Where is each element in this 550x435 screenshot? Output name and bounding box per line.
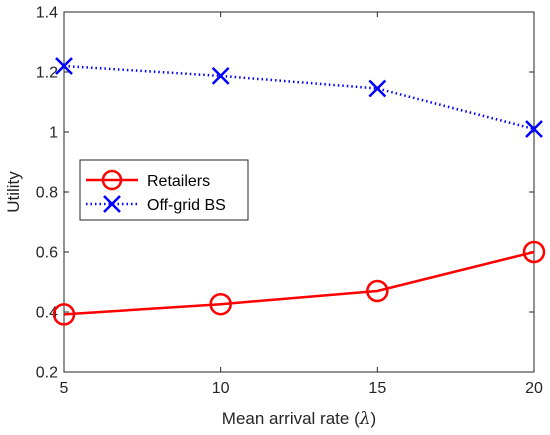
y-tick-label: 0.6 [36,245,58,262]
legend-marker-retailers [101,169,123,191]
data-point-retailers [522,240,546,264]
legend-box [79,159,249,221]
legend-marker-off-grid-bs [103,195,121,213]
x-axis-title-close: ) [371,409,377,428]
y-axis: 0.2 0.4 0.6 0.8 1 1.2 1.4 [36,5,534,382]
data-point-retailers [52,303,76,326]
y-tick-label: 0.8 [36,185,58,202]
data-point-retailers [209,292,232,316]
x-tick-label: 5 [60,380,69,397]
lambda-symbol: λ [359,409,371,429]
y-tick-label: 0.2 [36,365,58,382]
series-layer [52,57,546,326]
legend-label-off-grid-bs: Off-grid BS [147,197,226,214]
legend-label-retailers: Retailers [147,173,210,190]
y-axis-title: Utility [4,171,23,213]
x-tick-label: 20 [525,380,543,397]
data-point-off-grid-bs [55,57,73,75]
x-axis-title: Mean arrival rate (λ) [222,409,376,429]
data-point-off-grid-bs [368,79,387,98]
y-tick-label: 0.4 [36,305,58,322]
legend: Retailers Off-grid BS [79,159,249,221]
y-tick-label: 1 [49,125,58,142]
x-axis: 5 10 15 20 [60,12,543,397]
data-point-retailers [366,279,389,303]
x-tick-label: 15 [368,380,386,397]
x-tick-label: 10 [212,380,230,397]
series-line-retailers [63,250,535,316]
data-point-off-grid-bs [525,120,543,138]
y-tick-label: 1.4 [36,5,58,22]
x-axis-title-text: Mean arrival rate ( [222,409,360,428]
data-point-off-grid-bs [211,67,230,85]
y-tick-label: 1.2 [36,65,58,82]
